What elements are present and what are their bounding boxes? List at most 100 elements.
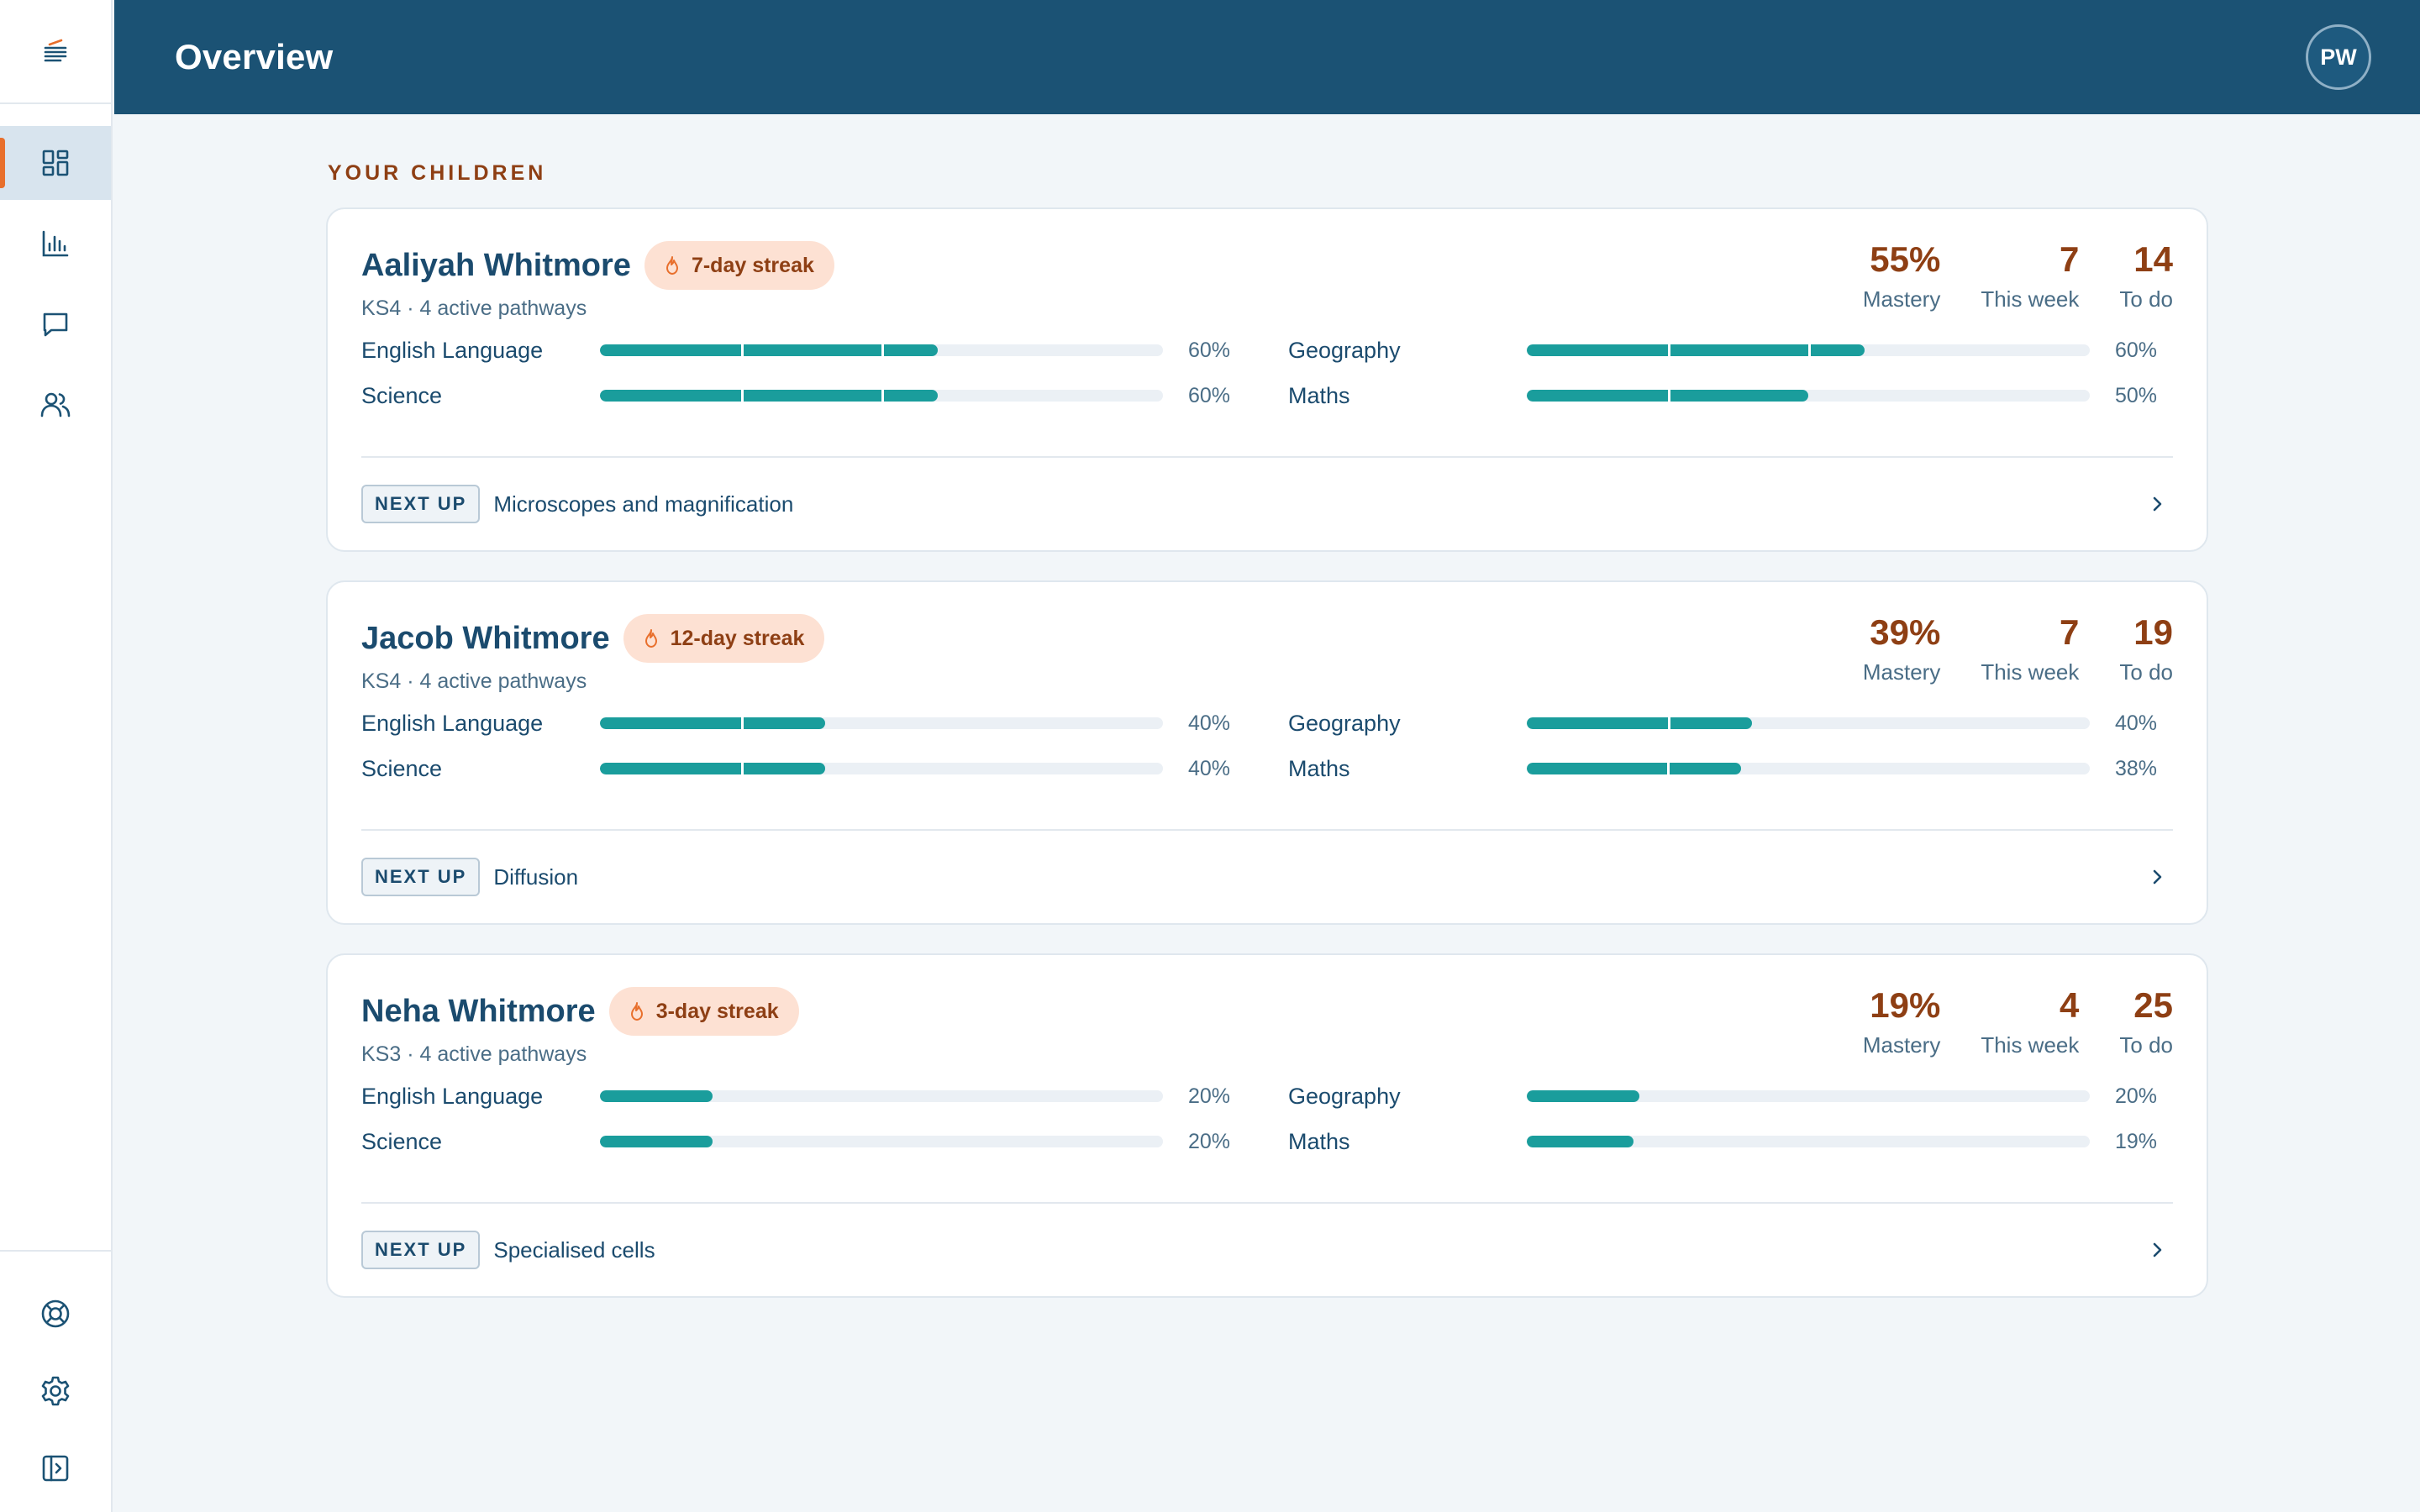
app-logo[interactable] bbox=[0, 0, 111, 104]
sidebar-bottom bbox=[0, 1250, 111, 1512]
subject-percent: 40% bbox=[1187, 711, 1230, 735]
flame-icon bbox=[642, 628, 660, 648]
progress-segment-divider bbox=[1808, 344, 1811, 356]
stat-to-do: 25 To do bbox=[2119, 986, 2173, 1058]
stat-label: Mastery bbox=[1862, 1032, 1941, 1058]
flame-icon bbox=[628, 1001, 646, 1021]
sidebar-nav bbox=[0, 104, 111, 442]
subject-row-science[interactable]: Science 40% bbox=[361, 755, 1246, 782]
subject-row-english-language[interactable]: English Language 40% bbox=[361, 710, 1246, 737]
streak-badge: 12-day streak bbox=[623, 614, 825, 663]
menu-logo-icon bbox=[43, 39, 68, 64]
progress-segment-divider bbox=[881, 344, 884, 356]
child-info: Jacob Whitmore 12-day streak KS4 · 4 act… bbox=[361, 614, 825, 698]
child-meta: KS4 · 4 active pathways bbox=[361, 297, 587, 320]
progress-bar bbox=[600, 717, 1163, 729]
subject-row-maths[interactable]: Maths 19% bbox=[1288, 1128, 2173, 1155]
progress-fill bbox=[600, 344, 938, 356]
subject-name: Geography bbox=[1288, 337, 1401, 363]
sidebar-item-dashboard[interactable] bbox=[0, 126, 111, 200]
subject-percent: 20% bbox=[1187, 1084, 1230, 1108]
sidebar-item-settings[interactable] bbox=[0, 1352, 111, 1430]
child-card: Neha Whitmore 3-day streak KS3 · 4 activ… bbox=[326, 953, 2208, 1298]
stat-label: Mastery bbox=[1862, 659, 1941, 685]
subject-row-geography[interactable]: Geography 40% bbox=[1288, 710, 2173, 737]
streak-label: 12-day streak bbox=[670, 626, 805, 650]
subject-name: Maths bbox=[1288, 1128, 1350, 1154]
stat-value: 55% bbox=[1870, 239, 1941, 279]
progress-fill bbox=[600, 1136, 713, 1147]
flame-icon bbox=[663, 255, 681, 276]
streak-badge: 3-day streak bbox=[608, 987, 799, 1036]
main-content: YOUR CHILDREN Aaliyah Whitmore 7-day str… bbox=[326, 161, 2208, 1326]
sidebar-item-messages[interactable] bbox=[0, 287, 111, 361]
stat-this-week: 7 This week bbox=[1981, 613, 2079, 685]
subject-name: Maths bbox=[1288, 755, 1350, 781]
progress-fill bbox=[1527, 1136, 1634, 1147]
next-up-lesson: Diffusion bbox=[493, 864, 579, 890]
stat-label: To do bbox=[2119, 659, 2173, 685]
subject-name: Science bbox=[361, 382, 443, 408]
name-row: Aaliyah Whitmore 7-day streak bbox=[361, 241, 834, 290]
subject-row-maths[interactable]: Maths 50% bbox=[1288, 382, 2173, 409]
stat-value: 19% bbox=[1870, 985, 1941, 1025]
progress-fill bbox=[1527, 344, 1865, 356]
card-header: Aaliyah Whitmore 7-day streak KS4 · 4 ac… bbox=[361, 239, 2173, 325]
streak-label: 7-day streak bbox=[691, 253, 814, 277]
dashboard-grid-icon bbox=[40, 148, 71, 178]
user-avatar[interactable]: PW bbox=[2306, 24, 2371, 90]
child-name[interactable]: Neha Whitmore bbox=[361, 993, 596, 1029]
child-card: Aaliyah Whitmore 7-day streak KS4 · 4 ac… bbox=[326, 207, 2208, 552]
chevron-right-icon[interactable] bbox=[2149, 494, 2166, 514]
progress-segment-divider bbox=[1667, 344, 1670, 356]
subject-percent: 40% bbox=[2114, 711, 2157, 735]
subject-row-english-language[interactable]: English Language 20% bbox=[361, 1083, 1246, 1110]
sidebar-item-reports[interactable] bbox=[0, 207, 111, 281]
subject-row-science[interactable]: Science 20% bbox=[361, 1128, 1246, 1155]
sidebar bbox=[0, 0, 113, 1512]
progress-bar bbox=[600, 390, 1163, 402]
progress-bar bbox=[600, 344, 1163, 356]
streak-badge: 7-day streak bbox=[644, 241, 834, 290]
chevron-right-icon[interactable] bbox=[2149, 1240, 2166, 1260]
progress-bar bbox=[1527, 717, 2090, 729]
progress-fill bbox=[600, 763, 825, 774]
progress-fill bbox=[600, 1090, 713, 1102]
sidebar-item-family[interactable] bbox=[0, 368, 111, 442]
subject-percent: 19% bbox=[2114, 1129, 2157, 1153]
progress-segment-divider bbox=[740, 763, 744, 774]
next-up-row[interactable]: NEXT UP Specialised cells bbox=[361, 1202, 2173, 1296]
sidebar-item-collapse[interactable] bbox=[0, 1430, 111, 1507]
subject-row-geography[interactable]: Geography 60% bbox=[1288, 337, 2173, 364]
subject-percent: 38% bbox=[2114, 756, 2157, 780]
next-up-row[interactable]: NEXT UP Diffusion bbox=[361, 829, 2173, 923]
child-meta: KS3 · 4 active pathways bbox=[361, 1042, 587, 1066]
progress-bar bbox=[1527, 1136, 2090, 1147]
child-name[interactable]: Jacob Whitmore bbox=[361, 620, 610, 656]
progress-fill bbox=[600, 717, 825, 729]
stat-to-do: 14 To do bbox=[2119, 240, 2173, 312]
stat-label: To do bbox=[2119, 286, 2173, 312]
subject-row-maths[interactable]: Maths 38% bbox=[1288, 755, 2173, 782]
next-up-badge: NEXT UP bbox=[361, 1231, 481, 1269]
progress-fill bbox=[1527, 717, 1752, 729]
subject-row-geography[interactable]: Geography 20% bbox=[1288, 1083, 2173, 1110]
gear-icon bbox=[39, 1375, 71, 1407]
progress-fill bbox=[600, 390, 938, 402]
users-icon bbox=[39, 390, 71, 420]
progress-bar bbox=[1527, 1090, 2090, 1102]
child-stats: 55% Mastery 7 This week 14 To do bbox=[1863, 239, 2173, 325]
chevron-right-icon[interactable] bbox=[2149, 867, 2166, 887]
next-up-row[interactable]: NEXT UP Microscopes and magnification bbox=[361, 456, 2173, 550]
sidebar-item-help[interactable] bbox=[0, 1275, 111, 1352]
progress-segment-divider bbox=[740, 344, 744, 356]
progress-fill bbox=[1527, 390, 1808, 402]
child-stats: 19% Mastery 4 This week 25 To do bbox=[1862, 985, 2173, 1071]
subject-row-science[interactable]: Science 60% bbox=[361, 382, 1246, 409]
stat-this-week: 7 This week bbox=[1981, 240, 2079, 312]
subject-row-english-language[interactable]: English Language 60% bbox=[361, 337, 1246, 364]
top-header: Overview PW bbox=[114, 0, 2420, 114]
child-name[interactable]: Aaliyah Whitmore bbox=[361, 247, 631, 283]
child-stats: 39% Mastery 7 This week 19 To do bbox=[1862, 613, 2173, 698]
next-up-badge: NEXT UP bbox=[361, 858, 481, 896]
